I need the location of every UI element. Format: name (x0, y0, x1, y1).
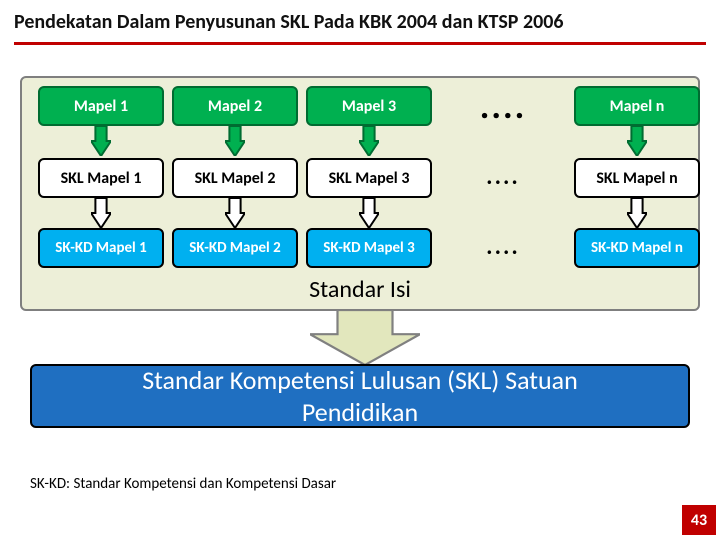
skl-bar-line1: Standar Kompetensi Lulusan (SKL) Satuan (142, 364, 578, 396)
skl-mapel-1: SKL Mapel 1 (38, 158, 164, 198)
row1-dots: .... (440, 84, 566, 128)
mapel-1: Mapel 1 (38, 86, 164, 126)
standar-isi-label: Standar Isi (20, 275, 700, 304)
skl-mapel-n: SKL Mapel n (574, 158, 700, 198)
mapel-n: Mapel n (574, 86, 700, 126)
row3-dots: .... (440, 232, 566, 261)
skkd-mapel-3: SK-KD Mapel 3 (306, 228, 432, 268)
big-down-arrow-icon (310, 310, 420, 365)
skl-bar-line2: Pendidikan (302, 396, 418, 428)
mapel-2: Mapel 2 (172, 86, 298, 126)
connector-arrow-r1-c4 (627, 126, 647, 156)
slide-title: Pendekatan Dalam Penyusunan SKL Pada KBK… (14, 10, 564, 34)
connector-arrow-r2-c4 (627, 198, 647, 228)
connector-arrow-r1-c2 (359, 126, 379, 156)
row2-dots: .... (440, 162, 566, 191)
connector-arrow-r2-c2 (359, 198, 379, 228)
skkd-mapel-2: SK-KD Mapel 2 (172, 228, 298, 268)
connector-arrow-r1-c1 (225, 126, 245, 156)
connector-arrow-r2-c0 (91, 198, 111, 228)
footnote: SK-KD: Standar Kompetensi dan Kompetensi… (30, 475, 336, 493)
title-underline (14, 42, 706, 45)
skkd-mapel-1: SK-KD Mapel 1 (38, 228, 164, 268)
connector-arrow-r2-c1 (225, 198, 245, 228)
skkd-mapel-n: SK-KD Mapel n (574, 228, 700, 268)
mapel-3: Mapel 3 (306, 86, 432, 126)
skl-mapel-2: SKL Mapel 2 (172, 158, 298, 198)
skl-satuan-pendidikan-bar: Standar Kompetensi Lulusan (SKL) Satuan … (30, 364, 690, 428)
page-number: 43 (682, 505, 716, 535)
skl-mapel-3: SKL Mapel 3 (306, 158, 432, 198)
connector-arrow-r1-c0 (91, 126, 111, 156)
